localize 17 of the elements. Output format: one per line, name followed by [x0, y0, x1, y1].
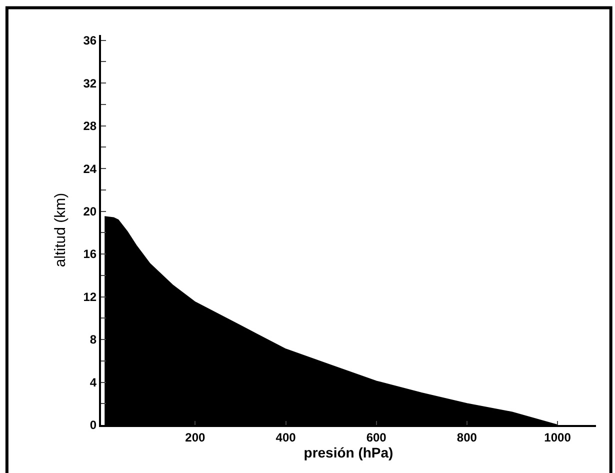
y-tick-label: 20 — [83, 204, 97, 218]
y-tick-label: 4 — [90, 375, 97, 390]
y-tick-label: 0 — [90, 418, 97, 432]
y-tick-label: 24 — [83, 162, 97, 176]
x-tick-label: 400 — [276, 430, 296, 444]
y-tick-label: 32 — [83, 76, 97, 90]
y-tick-label: 28 — [83, 119, 97, 134]
y-axis-title: altitud (km) — [52, 192, 69, 268]
y-tick-label: 36 — [83, 34, 97, 48]
y-tick-label: 16 — [83, 247, 97, 262]
x-tick-label: 600 — [366, 430, 387, 444]
x-tick-label: 800 — [456, 430, 478, 444]
y-tick-label: 12 — [83, 290, 97, 304]
x-tick-label: 200 — [185, 430, 206, 444]
x-tick-label: 1000 — [544, 430, 572, 444]
y-tick-label: 8 — [90, 332, 97, 347]
x-axis-title: presión (hPa) — [304, 444, 394, 460]
